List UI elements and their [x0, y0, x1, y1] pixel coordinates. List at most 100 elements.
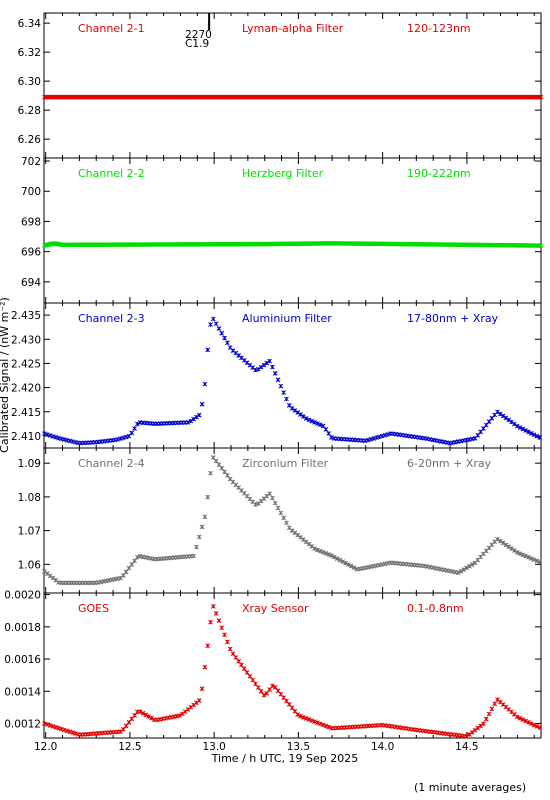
- data-point: [343, 560, 348, 566]
- data-point: [309, 418, 315, 424]
- data-point: [196, 698, 202, 703]
- data-point: [191, 553, 196, 559]
- data-point: [526, 554, 531, 560]
- data-point: [531, 722, 537, 728]
- data-point: [270, 495, 275, 501]
- data-point: [275, 505, 281, 511]
- y-tick-label: 6.26: [18, 134, 42, 146]
- data-point: [323, 551, 329, 556]
- data-point: [278, 510, 284, 516]
- data-point: [199, 686, 205, 692]
- data-point: [253, 502, 258, 507]
- data-point: [132, 426, 137, 431]
- y-tick-label: 0.0016: [4, 654, 41, 666]
- data-point: [216, 618, 222, 623]
- data-point: [312, 419, 317, 425]
- data-point: [315, 421, 320, 426]
- data-point: [531, 432, 537, 438]
- data-point: [53, 434, 59, 440]
- data-point: [298, 412, 303, 417]
- data-point: [146, 714, 151, 719]
- x-tick-label: 13.5: [287, 741, 310, 753]
- y-tick-label: 2.410: [11, 431, 41, 443]
- y-axis-label: Calibrated Signal / (nW m⁻²): [0, 297, 11, 453]
- data-point: [270, 683, 275, 689]
- data-point: [329, 553, 334, 559]
- data-point: [492, 701, 498, 707]
- data-point: [506, 544, 512, 550]
- data-point: [292, 408, 298, 413]
- data-point: [300, 414, 306, 419]
- data-point: [306, 417, 312, 423]
- data-point: [177, 713, 182, 718]
- data-point: [225, 639, 230, 645]
- data-point: [216, 326, 222, 331]
- data-point: [267, 491, 272, 497]
- data-point: [247, 673, 253, 679]
- data-point: [351, 565, 357, 570]
- data-point: [258, 688, 264, 694]
- data-point: [67, 729, 73, 735]
- data-point: [309, 718, 315, 723]
- data-point: [466, 563, 472, 569]
- data-point: [267, 358, 272, 364]
- data-point: [73, 731, 78, 736]
- data-point: [517, 425, 523, 430]
- data-point: [306, 717, 312, 722]
- data-point: [202, 664, 208, 670]
- data-point: [272, 500, 278, 506]
- panel-band-label: 0.1-0.8nm: [407, 602, 464, 615]
- y-tick-label: 2.430: [11, 334, 41, 346]
- data-point: [255, 685, 261, 690]
- panel-filter-label: Lyman-alpha Filter: [242, 22, 344, 35]
- data-point: [312, 546, 317, 552]
- data-point: [241, 666, 247, 672]
- data-point: [523, 428, 528, 433]
- data-point: [185, 420, 191, 425]
- data-point: [323, 723, 329, 729]
- data-point: [464, 565, 469, 571]
- data-point: [514, 550, 520, 555]
- data-point: [264, 360, 270, 366]
- x-tick-label: 13.0: [202, 741, 225, 753]
- data-point: [528, 721, 534, 727]
- y-tick-label: 0.0014: [4, 686, 41, 698]
- data-point: [315, 547, 320, 553]
- data-point: [132, 558, 137, 564]
- data-point: [202, 381, 208, 387]
- panel-channel-label: Channel 2-3: [78, 312, 145, 325]
- data-point: [512, 548, 517, 553]
- data-point: [538, 243, 544, 248]
- data-point: [517, 551, 523, 556]
- data-point: [202, 514, 208, 520]
- y-tick-label: 6.28: [18, 105, 41, 117]
- y-tick-label: 2.415: [11, 407, 41, 419]
- panel-channel-label: Channel 2-1: [78, 22, 145, 35]
- data-point: [464, 733, 469, 739]
- y-tick-label: 698: [21, 216, 41, 228]
- data-point: [503, 542, 509, 548]
- data-point: [514, 423, 520, 429]
- data-point: [225, 473, 230, 478]
- data-point: [205, 347, 211, 353]
- data-point: [520, 552, 526, 558]
- averages-note: (1 minute averages): [414, 781, 527, 794]
- data-point: [59, 726, 64, 732]
- data-point: [315, 720, 320, 726]
- data-point: [326, 552, 332, 557]
- data-point: [495, 536, 500, 542]
- panel-channel-label: GOES: [78, 602, 109, 615]
- data-point: [303, 716, 309, 721]
- data-point: [50, 723, 56, 729]
- data-point: [534, 724, 540, 729]
- panel-filter-label: Aluminium Filter: [242, 312, 332, 325]
- data-point: [208, 619, 213, 625]
- panel-filter-label: Xray Sensor: [242, 602, 309, 615]
- data-point: [64, 728, 70, 734]
- data-point: [213, 321, 219, 327]
- data-point: [208, 470, 213, 476]
- y-tick-label: 6.34: [18, 18, 42, 30]
- data-point: [42, 431, 47, 437]
- data-point: [194, 414, 199, 420]
- data-point: [143, 712, 149, 718]
